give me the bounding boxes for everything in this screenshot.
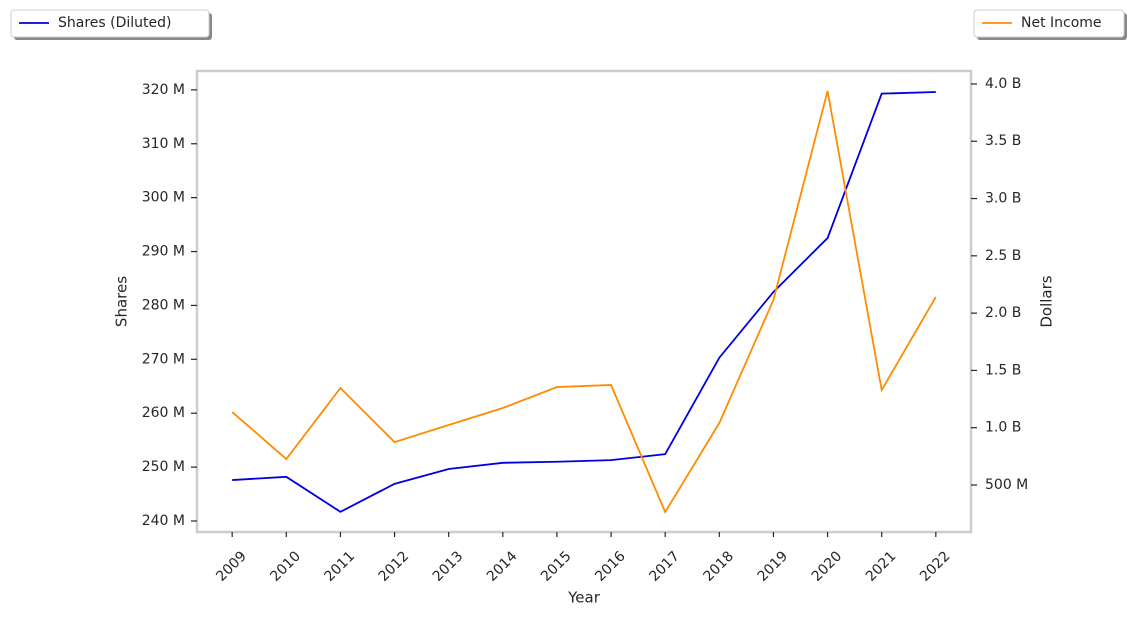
x-tick-label: 2014 bbox=[484, 548, 521, 585]
legend: Shares (Diluted) bbox=[10, 9, 212, 40]
y-tick-label: 290 M bbox=[142, 244, 185, 260]
y-tick-label: 320 M bbox=[142, 82, 185, 98]
y-tick-label: 280 M bbox=[142, 297, 185, 313]
legend: Net Income bbox=[973, 9, 1127, 40]
x-tick-label: 2016 bbox=[592, 548, 629, 585]
y2-tick-label: 1.0 B bbox=[985, 420, 1021, 436]
x-tick-label: 2009 bbox=[213, 548, 250, 585]
y2-tick-label: 1.5 B bbox=[985, 362, 1021, 378]
x-tick-label: 2015 bbox=[538, 548, 575, 585]
legend-box bbox=[973, 9, 1125, 38]
y-axis-label: Shares bbox=[113, 276, 131, 327]
y2-tick-label: 3.0 B bbox=[985, 191, 1021, 207]
line-series bbox=[232, 91, 936, 513]
y-tick-label: 310 M bbox=[142, 136, 185, 152]
y2-tick-label: 500 M bbox=[985, 477, 1028, 493]
legend-label: Net Income bbox=[1021, 15, 1102, 31]
legend-label: Shares (Diluted) bbox=[58, 15, 172, 31]
y2-tick-label: 2.5 B bbox=[985, 248, 1021, 264]
x-tick-label: 2022 bbox=[917, 548, 954, 585]
line-series bbox=[231, 90, 937, 515]
x-tick-label: 2013 bbox=[430, 548, 467, 585]
x-axis-label: Year bbox=[567, 589, 601, 607]
x-tick-label: 2021 bbox=[863, 548, 900, 585]
x-tick-label: 2012 bbox=[376, 548, 413, 585]
x-tick-label: 2020 bbox=[809, 548, 846, 585]
y-tick-label: 260 M bbox=[142, 405, 185, 421]
y2-tick-label: 3.5 B bbox=[985, 133, 1021, 149]
y2-tick-label: 2.0 B bbox=[985, 305, 1021, 321]
x-tick-label: 2018 bbox=[700, 548, 737, 585]
x-tick-label: 2011 bbox=[322, 548, 359, 585]
legend-box bbox=[10, 9, 210, 38]
x-tick-label: 2019 bbox=[755, 548, 792, 585]
y-tick-label: 300 M bbox=[142, 190, 185, 206]
plot-frame bbox=[195, 69, 973, 534]
x-tick-label: 2017 bbox=[646, 548, 683, 585]
y2-tick-label: 4.0 B bbox=[985, 76, 1021, 92]
y-tick-label: 250 M bbox=[142, 459, 185, 475]
y-tick-label: 270 M bbox=[142, 351, 185, 367]
y-tick-label: 240 M bbox=[142, 513, 185, 529]
x-tick-label: 2010 bbox=[267, 548, 304, 585]
y2-axis-label: Dollars bbox=[1038, 275, 1056, 327]
